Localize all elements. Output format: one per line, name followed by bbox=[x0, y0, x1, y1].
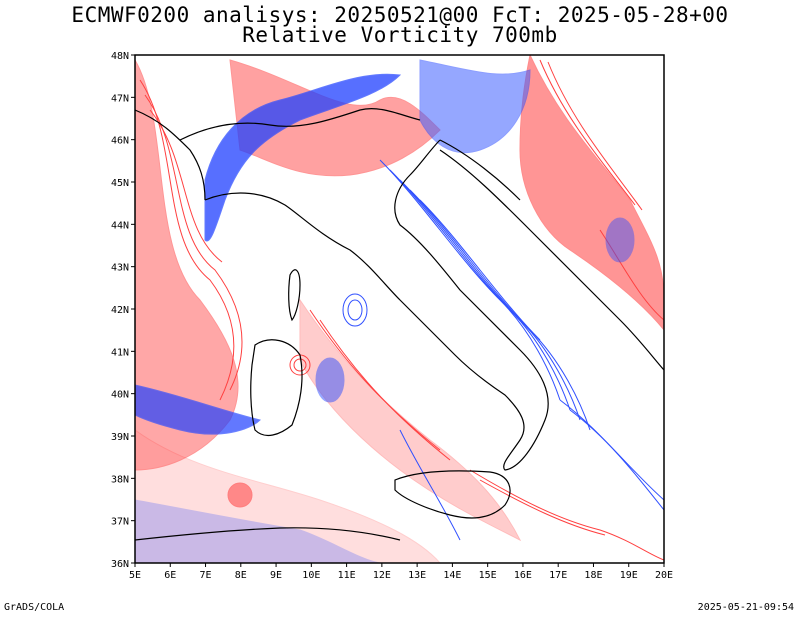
lon-tick-label: 11E bbox=[338, 570, 356, 581]
longitude-ticks: 5E 6E 7E 8E 9E 10E 11E 12E 13E 14E 15E 16E 17E 18E 19E… bbox=[129, 563, 673, 581]
lat-tick-label: 48N bbox=[111, 51, 129, 62]
footer-timestamp: 2025-05-21-09:54 bbox=[697, 602, 794, 613]
negative-vorticity-areas bbox=[135, 59, 664, 563]
lon-tick-label: 14E bbox=[443, 570, 461, 581]
chart-title-line2: Relative Vorticity 700mb bbox=[242, 23, 558, 47]
lon-tick-label: 9E bbox=[270, 570, 282, 581]
lon-tick-label: 5E bbox=[129, 570, 141, 581]
lon-tick-label: 18E bbox=[584, 570, 602, 581]
lat-tick-label: 40N bbox=[111, 390, 129, 401]
lon-tick-label: 12E bbox=[373, 570, 391, 581]
contour-field bbox=[135, 55, 664, 563]
lat-tick-label: 45N bbox=[111, 178, 129, 189]
lon-tick-label: 8E bbox=[235, 570, 247, 581]
lon-tick-label: 20E bbox=[655, 570, 673, 581]
latitude-ticks: 36N 37N 38N 39N 40N 41N 42N 43N 44N 45N 46N 47N 48N bbox=[111, 51, 135, 570]
lon-tick-label: 7E bbox=[200, 570, 212, 581]
lon-tick-label: 6E bbox=[164, 570, 176, 581]
lon-tick-label: 15E bbox=[479, 570, 497, 581]
lat-tick-label: 47N bbox=[111, 93, 129, 104]
coastlines bbox=[135, 108, 664, 541]
chart-title-line1: ECMWF0200 analisys: 20250521@00 FcT: 202… bbox=[71, 3, 729, 27]
lon-tick-label: 17E bbox=[549, 570, 567, 581]
lon-tick-label: 13E bbox=[408, 570, 426, 581]
lat-tick-label: 44N bbox=[111, 220, 129, 231]
lon-tick-label: 10E bbox=[302, 570, 320, 581]
lat-tick-label: 37N bbox=[111, 517, 129, 528]
lat-tick-label: 43N bbox=[111, 263, 129, 274]
lon-tick-label: 19E bbox=[620, 570, 638, 581]
footer-software-credit: GrADS/COLA bbox=[4, 602, 65, 613]
lat-tick-label: 39N bbox=[111, 432, 129, 443]
lat-tick-label: 36N bbox=[111, 559, 129, 570]
lat-tick-label: 46N bbox=[111, 136, 129, 147]
lat-tick-label: 38N bbox=[111, 474, 129, 485]
lat-tick-label: 41N bbox=[111, 347, 129, 358]
lat-tick-label: 42N bbox=[111, 305, 129, 316]
lon-tick-label: 16E bbox=[514, 570, 532, 581]
